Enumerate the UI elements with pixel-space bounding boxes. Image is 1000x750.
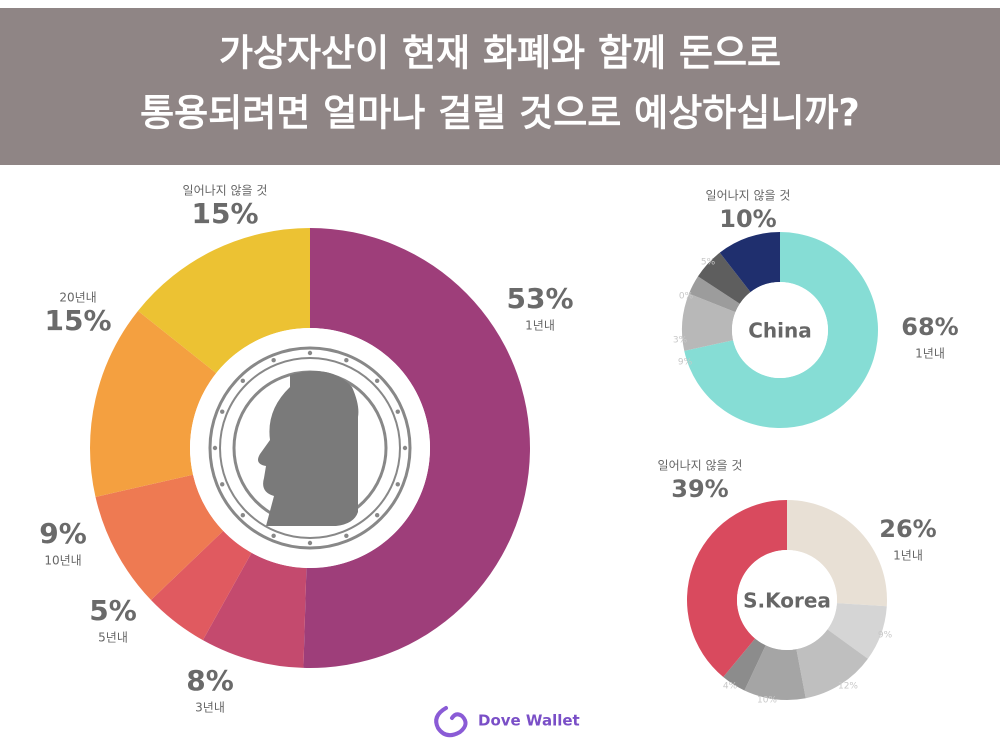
donut-slice bbox=[689, 276, 740, 313]
coin-dot bbox=[220, 482, 225, 487]
donut-slice bbox=[89, 310, 217, 497]
coin-dot bbox=[240, 378, 246, 384]
category-label: 1년내 bbox=[915, 347, 945, 361]
category-label: 3년내 bbox=[195, 701, 225, 715]
category-label: 일어나지 않을 것 bbox=[706, 189, 791, 203]
value-label: 53% bbox=[506, 282, 573, 315]
coin-dot bbox=[395, 482, 400, 487]
coin-dot bbox=[307, 540, 313, 546]
value-label: 10% bbox=[719, 205, 776, 233]
coin-dot bbox=[374, 512, 380, 518]
donut-slice bbox=[697, 252, 751, 304]
value-label: 5% bbox=[89, 594, 137, 627]
donut-slice bbox=[303, 228, 530, 668]
donut-slice bbox=[95, 474, 224, 601]
donut-slice bbox=[719, 232, 780, 293]
coin-dot bbox=[344, 358, 349, 363]
category-label: 5년내 bbox=[98, 631, 128, 645]
value-label: 0% bbox=[679, 292, 694, 302]
brand-name: Dove Wallet bbox=[478, 712, 580, 730]
donut-hole bbox=[732, 282, 828, 378]
donut-slice bbox=[687, 500, 787, 678]
coin-dot bbox=[220, 409, 225, 414]
category-label: 20년내 bbox=[59, 291, 96, 305]
value-label: 15% bbox=[191, 197, 258, 230]
coin-dot bbox=[395, 409, 400, 414]
donut-slice bbox=[150, 530, 252, 641]
coin-ring bbox=[219, 357, 401, 539]
region-label: China bbox=[748, 319, 812, 343]
title-line: 가상자산이 현재 화폐와 함께 돈으로 bbox=[219, 32, 781, 75]
value-label: 68% bbox=[901, 313, 958, 341]
category-label: 일어나지 않을 것 bbox=[183, 184, 268, 198]
category-label: 1년내 bbox=[893, 549, 923, 563]
region-label: S.Korea bbox=[743, 589, 831, 613]
value-label: 9% bbox=[678, 358, 693, 368]
coin-dot bbox=[307, 350, 313, 356]
donut-slice bbox=[787, 500, 887, 607]
coin-dot bbox=[240, 512, 246, 518]
value-label: 12% bbox=[838, 682, 858, 692]
value-label: 26% bbox=[879, 515, 936, 543]
value-label: 15% bbox=[44, 304, 111, 337]
donut-slice bbox=[796, 629, 868, 699]
value-label: 3% bbox=[673, 336, 688, 346]
value-label: 4% bbox=[723, 682, 738, 692]
donut-slice bbox=[682, 293, 736, 351]
donut-slice bbox=[684, 232, 879, 429]
value-label: 8% bbox=[186, 664, 234, 697]
coin-dot bbox=[374, 378, 380, 384]
value-label: 5% bbox=[701, 258, 716, 268]
value-label: 39% bbox=[671, 475, 728, 503]
coin-dot bbox=[271, 533, 276, 538]
donut-slice bbox=[137, 228, 310, 374]
coin-ring bbox=[208, 346, 412, 550]
coin-dot bbox=[212, 445, 218, 451]
coin-dot bbox=[344, 533, 349, 538]
category-label: 일어나지 않을 것 bbox=[658, 459, 743, 473]
title-line: 통용되려면 얼마나 걸릴 것으로 예상하십니까? bbox=[140, 92, 860, 135]
donut-slice bbox=[202, 552, 307, 668]
donut-slice bbox=[744, 645, 806, 700]
donut-hole bbox=[737, 550, 837, 650]
brand-logo: Dove Wallet bbox=[434, 706, 580, 738]
donut-slice bbox=[827, 603, 887, 659]
category-label: 1년내 bbox=[525, 319, 555, 333]
title-bar bbox=[0, 8, 1000, 165]
value-label: 10% bbox=[757, 696, 777, 706]
category-label: 10년내 bbox=[44, 554, 81, 568]
coin-icon bbox=[208, 346, 412, 550]
coin-dot bbox=[271, 358, 276, 363]
donut-slice bbox=[723, 638, 766, 691]
head-silhouette bbox=[258, 371, 359, 526]
value-label: 9% bbox=[878, 631, 893, 641]
value-label: 9% bbox=[39, 517, 87, 550]
coin-dot bbox=[402, 445, 408, 451]
